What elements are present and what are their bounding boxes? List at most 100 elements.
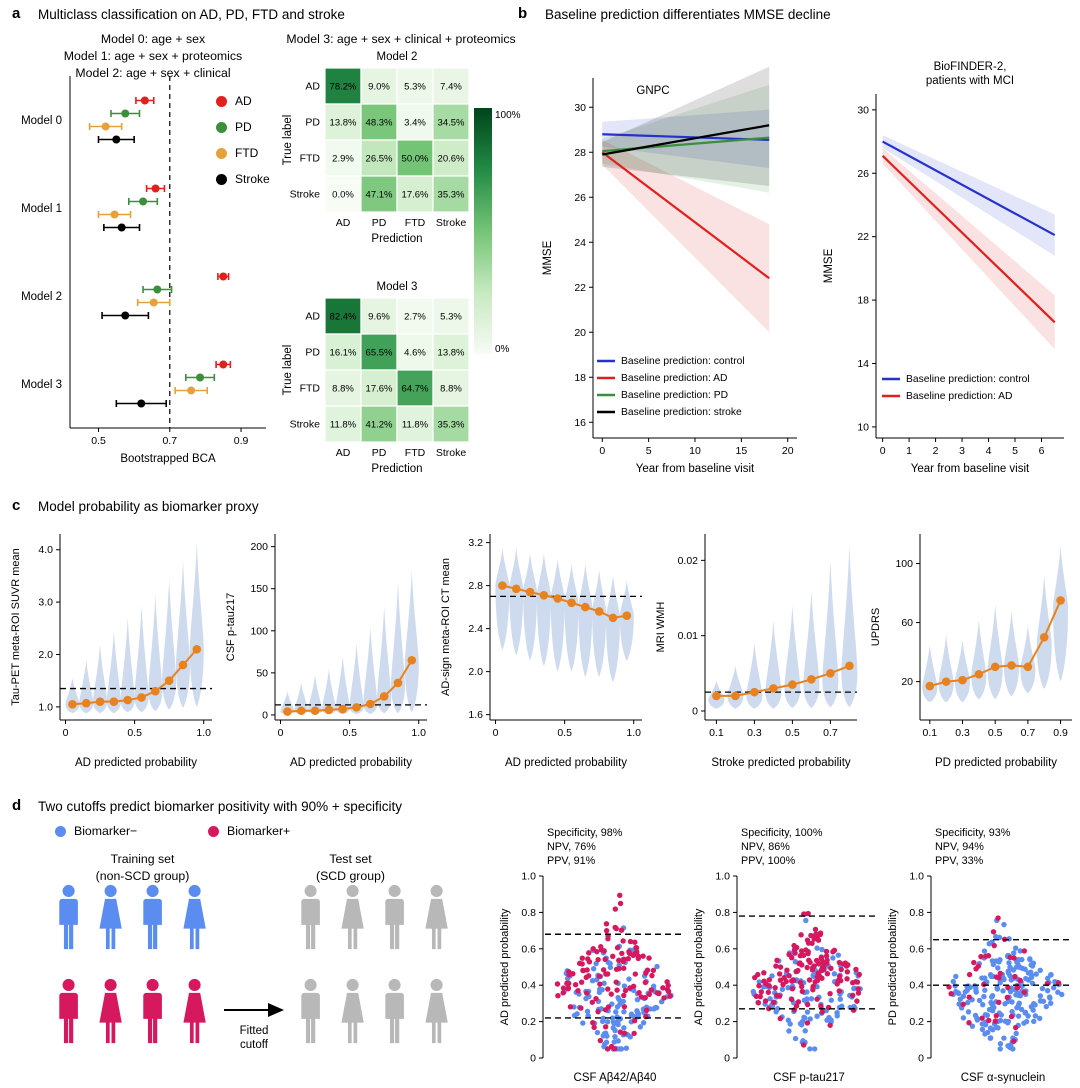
svg-text:10: 10 [689, 445, 701, 457]
biomarker-positive-point [1004, 994, 1011, 1001]
svg-text:1.0: 1.0 [38, 701, 53, 713]
biomarker-negative-point [1011, 950, 1017, 956]
biomarker-negative-point [819, 946, 825, 953]
svg-text:50: 50 [256, 667, 268, 679]
svg-text:Specificity, 100%: Specificity, 100% [741, 827, 823, 839]
svg-text:0.2: 0.2 [715, 1016, 730, 1028]
biomarker-negative-point [950, 978, 956, 985]
svg-text:0.5: 0.5 [127, 727, 142, 739]
svg-text:Specificity, 98%: Specificity, 98% [547, 827, 623, 839]
trend-point [581, 602, 590, 612]
biomarker-negative-point [1023, 1018, 1030, 1025]
svg-text:NPV, 76%: NPV, 76% [547, 841, 596, 853]
trend-point [567, 598, 576, 608]
biomarker-negative-point [1023, 975, 1029, 982]
panel-a-label: a [12, 5, 21, 22]
svg-text:0.0%: 0.0% [332, 190, 354, 201]
biomarker-positive-point [843, 963, 850, 969]
svg-text:2.9%: 2.9% [332, 154, 354, 165]
gnpc-mmse-line-chart: 16 18 20 22 24 26 28 30 0 5 10 15 20 GNPC MMSE Year fro… [542, 66, 797, 475]
biomarker-positive-point [844, 969, 851, 975]
biomarker-negative-label: Biomarker− [74, 824, 138, 838]
biomarker-positive-point [597, 981, 603, 987]
forest-plot-bootstrapped-bca: 0.5 0.7 0.9 Bootstrapped BCA Model 0 Model 1 M… [21, 76, 266, 465]
biomarker-negative-point [792, 1035, 799, 1042]
training-set-label: Training set (non-SCD group) [95, 852, 190, 883]
model-def-2: Model 2: age + sex + clinical [75, 66, 231, 80]
biomarker-negative-point [594, 1029, 601, 1036]
violin-shape [987, 604, 1003, 700]
biomarker-positive-point [772, 985, 778, 991]
biomarker-negative-point [995, 1025, 1001, 1031]
trend-point [511, 584, 521, 594]
biomarker-negative-point [990, 1003, 996, 1009]
biomarker-positive-point [614, 987, 620, 993]
panel-c-title: Model probability as biomarker proxy [38, 499, 259, 514]
biomarker-positive-point [799, 983, 805, 990]
svg-text:AD predicted probability: AD predicted probability [693, 908, 705, 1025]
svg-text:24: 24 [574, 237, 586, 249]
biomarker-positive-point [814, 996, 820, 1002]
biomarker-positive-point [777, 1015, 783, 1022]
panel-d-label: d [12, 797, 22, 814]
biomarker-negative-point [801, 1014, 807, 1020]
svg-text:Model 3: Model 3 [377, 281, 418, 293]
biomarker-negative-point [974, 1017, 981, 1023]
biomarker-negative-point [634, 996, 641, 1003]
biomarker-positive-point [626, 949, 632, 955]
violin-shape [280, 691, 295, 715]
person-icon [99, 884, 122, 950]
svg-text:Model 3: Model 3 [21, 379, 62, 391]
biomarker-positive-point [621, 992, 627, 999]
biomarker-negative-point [1025, 970, 1032, 976]
biomarker-negative-point [1012, 945, 1019, 951]
svg-text:1.0: 1.0 [196, 727, 211, 739]
biomarker-positive-point [622, 987, 629, 994]
biomarker-negative-point [957, 996, 964, 1002]
biomarker-negative-point [1036, 1015, 1043, 1022]
test-set-label: Test set (SCD group) [315, 852, 386, 883]
biomarker-positive-point [656, 990, 662, 997]
biomarker-positive-point [803, 947, 809, 953]
svg-text:Bootstrapped BCA: Bootstrapped BCA [120, 453, 216, 465]
violin-shape [1053, 545, 1069, 682]
violin-shape [922, 644, 938, 703]
svg-text:13.8%: 13.8% [438, 348, 465, 359]
trend-line-Baseline prediction: stroke [602, 124, 770, 156]
biomarker-negative-point [585, 1012, 591, 1019]
violin-shape [746, 643, 763, 709]
svg-text:4.0: 4.0 [38, 544, 53, 556]
trend-point [1023, 662, 1033, 672]
trend-point [788, 680, 797, 689]
svg-text:0.6: 0.6 [521, 943, 536, 955]
biomarker-negative-point [990, 961, 997, 968]
biomarker-positive-point [960, 1001, 966, 1008]
biomarker-positive-dot [208, 825, 219, 837]
biomarker-negative-point [1027, 956, 1033, 963]
biomarker-positive-point [579, 955, 585, 961]
trend-point [338, 704, 348, 714]
violin-shape [363, 626, 378, 715]
svg-text:0.3: 0.3 [747, 727, 762, 739]
biomarker-negative-point [601, 980, 607, 987]
svg-text:5.3%: 5.3% [440, 312, 462, 323]
person-icon [183, 978, 206, 1044]
svg-text:78.2%: 78.2% [330, 82, 357, 93]
trend-point [1039, 633, 1049, 642]
svg-text:PD predicted probability: PD predicted probability [887, 908, 899, 1025]
svg-text:2.8: 2.8 [468, 580, 483, 592]
svg-text:2: 2 [933, 445, 939, 457]
biomarker-positive-point [560, 985, 567, 991]
biomarker-positive-point [589, 999, 595, 1005]
biomarker-positive-point [664, 979, 670, 985]
biomarker-positive-point [621, 1030, 628, 1036]
ad-legend-dot [216, 95, 227, 107]
svg-text:16: 16 [574, 417, 586, 429]
biomarker-negative-point [1039, 985, 1046, 992]
biomarker-negative-point [802, 1028, 808, 1034]
biomarker-positive-point [824, 957, 830, 963]
biomarker-positive-point [770, 999, 777, 1006]
svg-text:AD-sign meta-ROI CT mean: AD-sign meta-ROI CT mean [440, 558, 452, 696]
trend-point [750, 687, 759, 697]
violin-csf-ptau217: 0 50 100 150 200 0 0.5 1.0 CSF p-tau217 AD predic… [225, 534, 427, 769]
